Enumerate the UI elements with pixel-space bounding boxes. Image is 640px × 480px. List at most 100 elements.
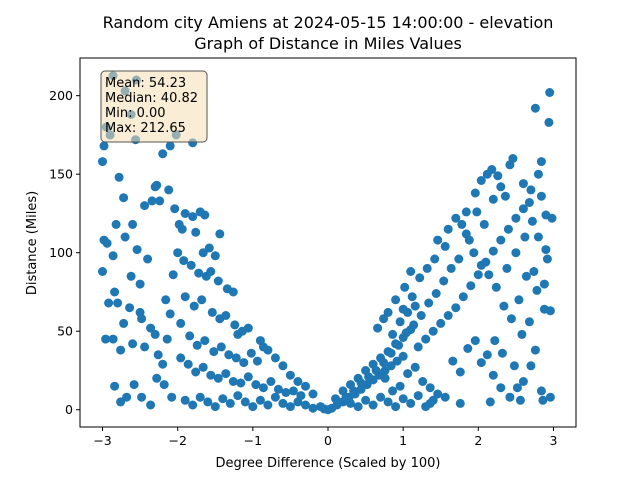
scatter-point — [356, 378, 366, 388]
scatter-point — [159, 380, 169, 390]
scatter-point — [177, 224, 187, 234]
scatter-point — [285, 402, 295, 412]
scatter-point — [545, 88, 555, 97]
scatter-point — [168, 270, 178, 280]
scatter-point — [128, 339, 138, 349]
scatter-point — [188, 212, 198, 222]
scatter-point — [541, 245, 551, 255]
scatter-point — [125, 303, 135, 313]
scatter-point — [421, 334, 431, 344]
x-tick-label: 2 — [474, 433, 482, 448]
scatter-point — [180, 395, 190, 405]
scatter-point — [152, 180, 162, 190]
scatter-point — [538, 395, 548, 405]
scatter-point — [380, 373, 390, 383]
stats-box-background — [100, 70, 208, 143]
scatter-point — [490, 336, 500, 346]
scatter-point — [472, 207, 482, 217]
scatter-point — [191, 227, 201, 237]
scatter-point — [192, 340, 202, 350]
scatter-point — [176, 353, 186, 363]
scatter-point — [539, 279, 549, 289]
scatter-point — [416, 311, 426, 320]
scatter-point — [108, 334, 118, 344]
scatter-point — [143, 254, 153, 264]
stats-max: Max: 212.65 — [105, 121, 186, 136]
scatter-point — [455, 398, 465, 408]
stats-min: Min: 0.00 — [105, 106, 166, 121]
scatter-point — [505, 392, 515, 402]
x-axis-ticks: −3 −2 −1 0 1 2 3 — [93, 427, 557, 448]
scatter-point — [506, 314, 516, 324]
scatter-point — [198, 248, 208, 258]
scatter-point — [482, 350, 492, 360]
chart-title-line2: Graph of Distance in Miles Values — [194, 34, 462, 53]
scatter-point — [518, 179, 528, 189]
scatter-point — [258, 342, 268, 352]
scatter-point — [521, 271, 531, 281]
scatter-point — [128, 219, 138, 229]
scatter-point — [113, 298, 123, 308]
scatter-point — [515, 395, 525, 405]
scatter-point — [215, 229, 225, 239]
scatter-point — [529, 267, 539, 276]
scatter-point — [361, 395, 371, 405]
scatter-point — [293, 377, 303, 386]
scatter-point — [418, 377, 428, 386]
scatter-point — [137, 314, 147, 324]
scatter-point — [518, 377, 528, 386]
scatter-point — [502, 263, 512, 273]
scatter-point — [446, 263, 456, 273]
scatter-point — [526, 361, 536, 371]
scatter-point — [119, 318, 129, 328]
scatter-point — [493, 171, 503, 181]
scatter-point — [137, 392, 147, 402]
scatter-point — [400, 282, 410, 292]
scatter-point — [231, 353, 241, 363]
scatter-point — [509, 361, 519, 371]
scatter-point — [179, 256, 189, 266]
scatter-point — [176, 318, 186, 328]
scatter-point — [270, 353, 280, 363]
scatter-point — [425, 398, 435, 408]
scatter-point — [341, 392, 351, 402]
scatter-point — [186, 260, 196, 270]
scatter-point — [140, 342, 150, 352]
scatter-point — [228, 287, 238, 297]
scatter-point — [158, 359, 168, 369]
scatter-point — [126, 271, 136, 281]
scatter-point — [542, 254, 552, 264]
scatter-point — [240, 397, 250, 407]
scatter-point — [120, 232, 130, 242]
scatter-point — [440, 241, 450, 251]
scatter-point — [379, 358, 389, 368]
scatter-point — [496, 182, 506, 192]
scatter-point — [485, 397, 495, 407]
scatter-point — [436, 318, 446, 328]
scatter-point — [221, 311, 231, 320]
scatter-point — [469, 248, 479, 258]
scatter-point — [195, 392, 205, 402]
scatter-point — [497, 348, 507, 358]
scatter-point — [488, 194, 498, 204]
scatter-point — [391, 402, 401, 412]
scatter-point — [334, 397, 343, 407]
scatter-point — [473, 270, 483, 280]
stats-box: Mean: 54.23 Median: 40.82 Min: 0.00 Max:… — [100, 70, 208, 143]
scatter-point — [388, 329, 398, 339]
x-tick-label: 0 — [324, 433, 332, 448]
scatter-point — [252, 356, 262, 366]
scatter-point — [122, 392, 132, 402]
scatter-point — [185, 331, 195, 341]
scatter-point — [278, 361, 288, 371]
scatter-point — [293, 397, 303, 407]
scatter-point — [191, 367, 201, 377]
scatter-point — [511, 213, 521, 223]
scatter-point — [251, 380, 261, 390]
scatter-point — [496, 383, 506, 393]
scatter-point — [170, 204, 180, 214]
scatter-point — [263, 400, 273, 410]
scatter-point — [439, 276, 449, 286]
scatter-point — [461, 207, 471, 217]
scatter-point — [524, 317, 534, 327]
